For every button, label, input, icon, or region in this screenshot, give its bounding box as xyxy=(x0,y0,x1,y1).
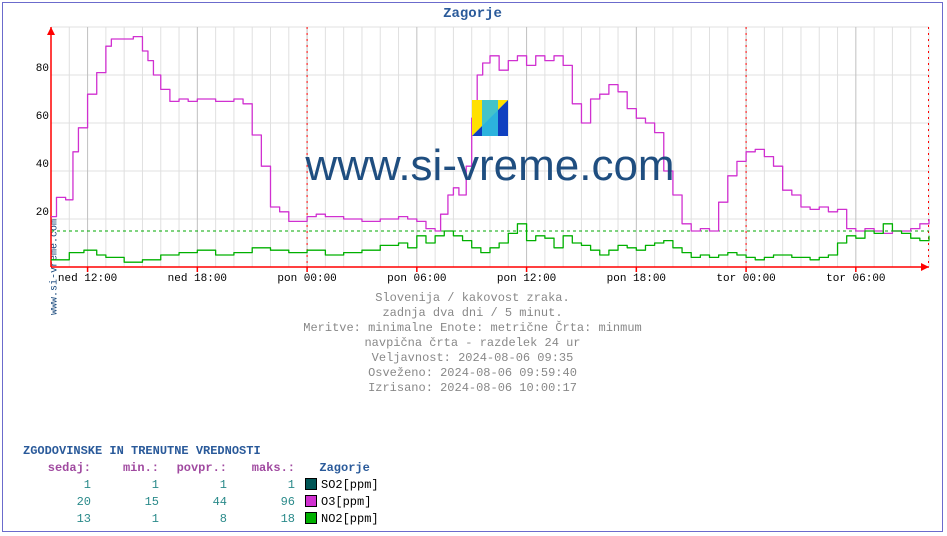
x-tick-label: pon 00:00 xyxy=(277,273,336,285)
legend-swatch-icon xyxy=(305,478,317,490)
x-tick-label: pon 06:00 xyxy=(387,273,446,285)
y-axis: 20 40 60 80 xyxy=(21,21,49,267)
chart-area: 20406080 www.si-vreme.com xyxy=(51,27,929,267)
legend-value: 8 xyxy=(159,511,227,528)
caption-line: Veljavnost: 2024-08-06 09:35 xyxy=(3,351,942,366)
legend-value: 44 xyxy=(159,494,227,511)
legend-swatch-icon xyxy=(305,495,317,507)
caption-line: Slovenija / kakovost zraka. xyxy=(3,291,942,306)
legend-row: 1111SO2[ppm] xyxy=(23,477,379,494)
legend-series: NO2[ppm] xyxy=(295,511,379,528)
caption-line: Osveženo: 2024-08-06 09:59:40 xyxy=(3,366,942,381)
legend-row: 131818NO2[ppm] xyxy=(23,511,379,528)
legend-swatch-icon xyxy=(305,512,317,524)
legend-body: 1111SO2[ppm]20154496O3[ppm]131818NO2[ppm… xyxy=(23,477,379,528)
legend-value: 18 xyxy=(227,511,295,528)
x-tick-label: tor 00:00 xyxy=(716,273,775,285)
legend-header: sedaj:min.:povpr.:maks.: Zagorje xyxy=(23,460,379,477)
chart-frame: www.si-vreme.com Zagorje 20406080 www.si… xyxy=(2,2,943,532)
x-tick-label: ned 12:00 xyxy=(58,273,117,285)
plot-svg xyxy=(51,27,929,267)
legend-series: SO2[ppm] xyxy=(295,477,379,494)
caption-line: Meritve: minimalne Enote: metrične Črta:… xyxy=(3,321,942,336)
legend-value: 1 xyxy=(159,477,227,494)
caption-line: zadnja dva dni / 5 minut. xyxy=(3,306,942,321)
y-tick-label: 60 xyxy=(21,111,49,123)
legend-row: 20154496O3[ppm] xyxy=(23,494,379,511)
x-tick-label: ned 18:00 xyxy=(168,273,227,285)
x-tick-label: pon 18:00 xyxy=(607,273,666,285)
legend-value: 1 xyxy=(23,477,91,494)
y-tick-label: 20 xyxy=(21,207,49,219)
x-tick-label: tor 06:00 xyxy=(826,273,885,285)
x-tick-label: pon 12:00 xyxy=(497,273,556,285)
legend-value: 1 xyxy=(91,477,159,494)
legend-value: 20 xyxy=(23,494,91,511)
legend-value: 13 xyxy=(23,511,91,528)
legend-value: 96 xyxy=(227,494,295,511)
caption-line: navpična črta - razdelek 24 ur xyxy=(3,336,942,351)
y-tick-label: 80 xyxy=(21,63,49,75)
caption: Slovenija / kakovost zraka.zadnja dva dn… xyxy=(3,291,942,396)
legend-value: 1 xyxy=(227,477,295,494)
chart-title: Zagorje xyxy=(3,6,942,22)
caption-line: Izrisano: 2024-08-06 10:00:17 xyxy=(3,381,942,396)
legend-value: 15 xyxy=(91,494,159,511)
legend-series: O3[ppm] xyxy=(295,494,371,511)
x-axis: ned 12:00 ned 18:00 pon 00:00 pon 06:00 pon … xyxy=(51,273,929,287)
legend-value: 1 xyxy=(91,511,159,528)
legend: ZGODOVINSKE IN TRENUTNE VREDNOSTI sedaj:… xyxy=(23,443,379,528)
legend-title: ZGODOVINSKE IN TRENUTNE VREDNOSTI xyxy=(23,443,379,460)
y-tick-label: 40 xyxy=(21,159,49,171)
